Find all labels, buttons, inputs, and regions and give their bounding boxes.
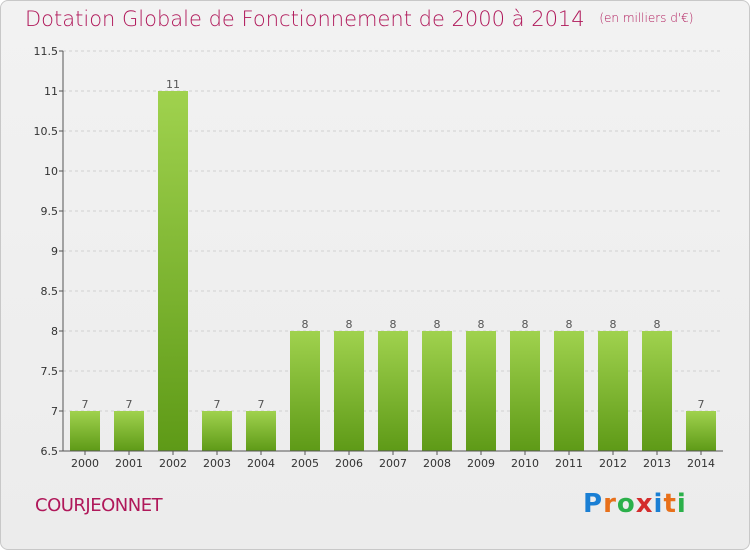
proxiti-logo[interactable]: Proxiti <box>583 489 687 519</box>
bar-value-label: 7 <box>126 398 133 411</box>
bar-value-label: 7 <box>82 398 89 411</box>
logo-letter: x <box>635 489 654 519</box>
bar <box>598 331 628 451</box>
y-tick-label: 7 <box>51 405 58 418</box>
x-tick-label: 2004 <box>247 457 275 470</box>
bar <box>642 331 672 451</box>
bar <box>378 331 408 451</box>
x-tick-label: 2006 <box>335 457 363 470</box>
y-tick-label: 11 <box>44 85 58 98</box>
x-tick-label: 2010 <box>511 457 539 470</box>
x-tick-label: 2000 <box>71 457 99 470</box>
bar <box>246 411 276 451</box>
x-tick-label: 2014 <box>687 457 715 470</box>
x-tick-label: 2013 <box>643 457 671 470</box>
bar <box>114 411 144 451</box>
y-tick-label: 11.5 <box>34 45 59 58</box>
logo-letter: i <box>653 489 664 519</box>
bar <box>422 331 452 451</box>
bar <box>510 331 540 451</box>
chart-title: Dotation Globale de Fonctionnement de 20… <box>25 7 693 31</box>
logo-letter: o <box>616 489 636 519</box>
bar <box>466 331 496 451</box>
bar-value-label: 11 <box>166 78 180 91</box>
bar <box>686 411 716 451</box>
x-tick-label: 2005 <box>291 457 319 470</box>
logo-letter: t <box>663 489 677 519</box>
chart-subtitle: (en milliers d'€) <box>599 11 694 25</box>
bar-value-label: 8 <box>610 318 617 331</box>
bar-value-label: 8 <box>566 318 573 331</box>
y-tick-label: 8.5 <box>41 285 59 298</box>
x-tick-label: 2007 <box>379 457 407 470</box>
bar-value-label: 7 <box>258 398 265 411</box>
bar-value-label: 8 <box>390 318 397 331</box>
bar <box>202 411 232 451</box>
labels: 6.5 7 7.5 8 8.5 9 9.5 10 10.5 11 11.5 7 2000 7 2001 11 2… <box>34 45 716 470</box>
logo-letter: i <box>676 489 687 519</box>
x-tick-label: 2012 <box>599 457 627 470</box>
bar <box>554 331 584 451</box>
x-tick-label: 2009 <box>467 457 495 470</box>
bar-value-label: 7 <box>698 398 705 411</box>
bar <box>334 331 364 451</box>
bar-value-label: 8 <box>302 318 309 331</box>
bar <box>290 331 320 451</box>
chart-title-text: Dotation Globale de Fonctionnement de 20… <box>25 7 585 31</box>
y-tick-label: 10 <box>44 165 58 178</box>
y-tick-label: 8 <box>51 325 58 338</box>
bar-value-label: 8 <box>434 318 441 331</box>
bar-value-label: 8 <box>522 318 529 331</box>
bar-value-label: 7 <box>214 398 221 411</box>
bar <box>70 411 100 451</box>
y-tick-label: 7.5 <box>41 365 59 378</box>
y-tick-label: 9 <box>51 245 58 258</box>
bar-value-label: 8 <box>478 318 485 331</box>
bar <box>158 91 188 451</box>
bar-value-label: 8 <box>346 318 353 331</box>
axes <box>59 50 723 455</box>
x-tick-label: 2001 <box>115 457 143 470</box>
logo-letter: P <box>583 489 604 519</box>
y-tick-label: 6.5 <box>41 445 59 458</box>
x-tick-label: 2003 <box>203 457 231 470</box>
y-tick-label: 10.5 <box>34 125 59 138</box>
logo-letter: r <box>603 489 617 519</box>
x-tick-label: 2008 <box>423 457 451 470</box>
bar-value-label: 8 <box>654 318 661 331</box>
commune-name: COURJEONNET <box>35 495 163 516</box>
x-tick-label: 2011 <box>555 457 583 470</box>
y-tick-label: 9.5 <box>41 205 59 218</box>
x-tick-label: 2002 <box>159 457 187 470</box>
bars <box>70 91 716 451</box>
